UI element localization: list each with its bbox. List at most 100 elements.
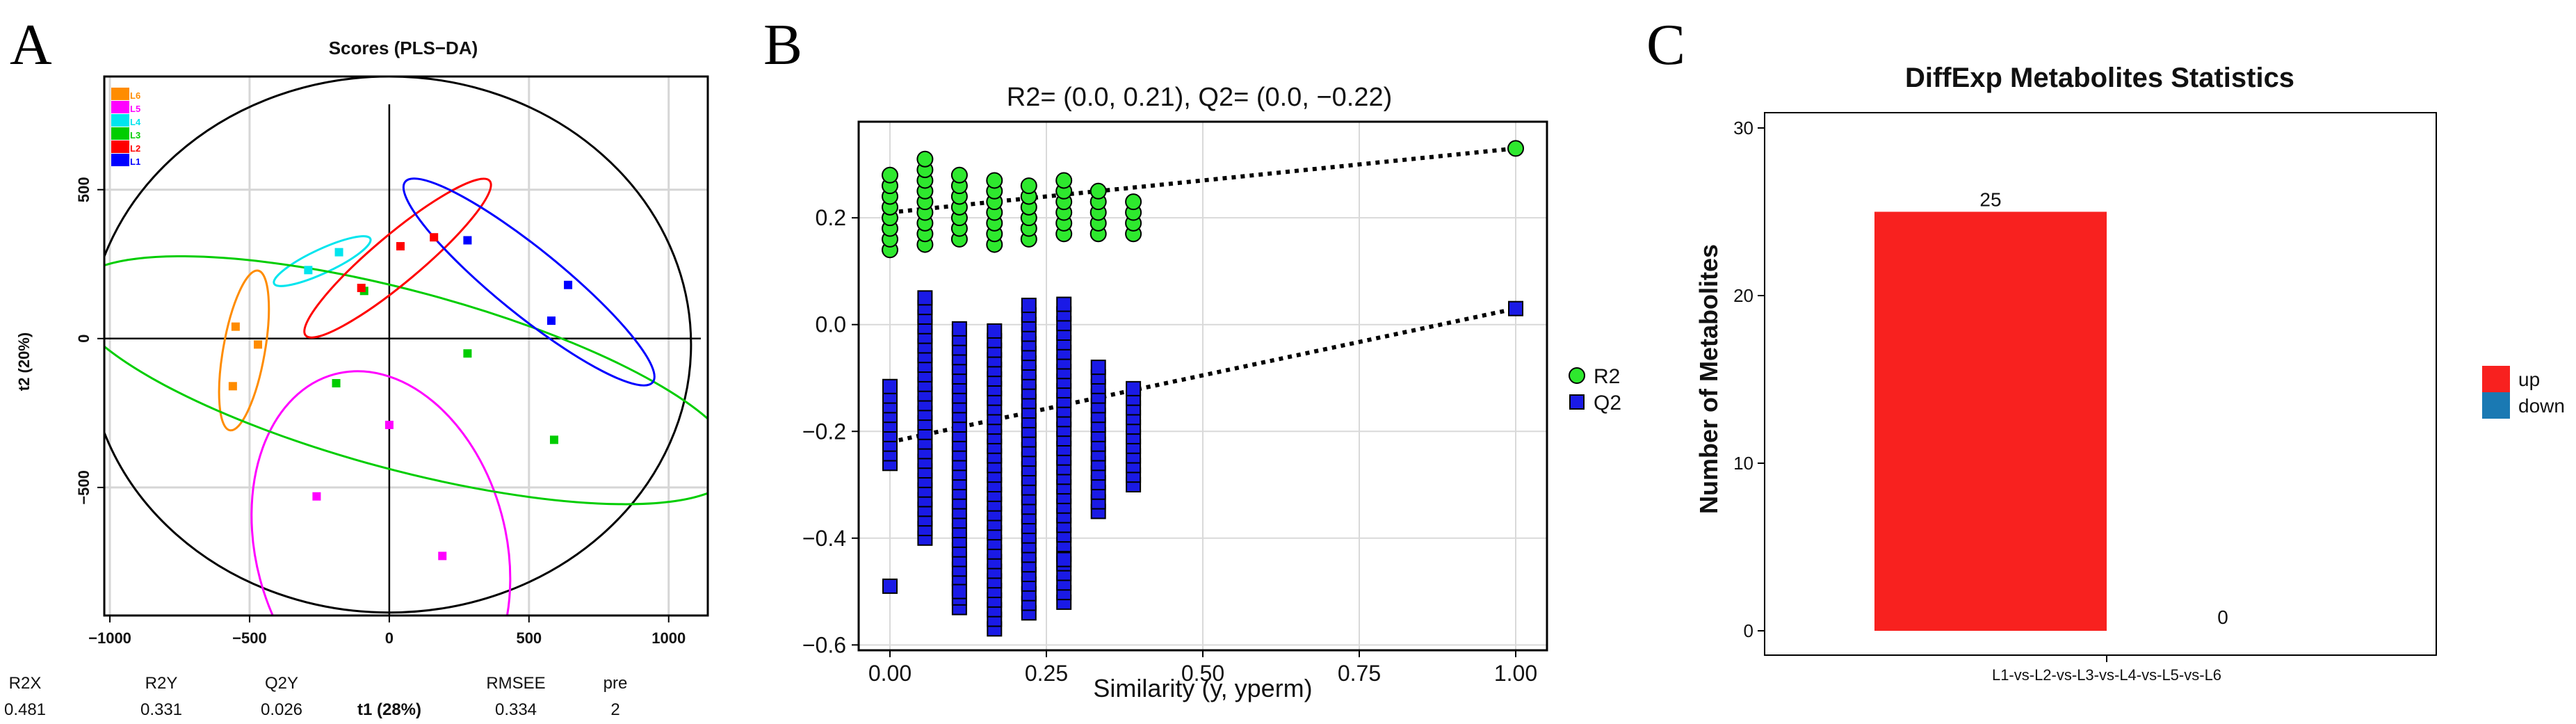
score-point-l3 bbox=[463, 349, 472, 358]
legend-label-l1: L1 bbox=[130, 156, 140, 167]
fit-line-q2 bbox=[889, 306, 1516, 444]
panel-label-a: A bbox=[10, 13, 52, 77]
perm-point-r2 bbox=[986, 172, 1003, 189]
score-point-l2 bbox=[430, 233, 439, 242]
panel-b-title: R2= (0.0, 0.21), Q2= (0.0, −0.22) bbox=[1007, 83, 1393, 112]
score-point-l1 bbox=[463, 236, 472, 245]
panel-a-grid bbox=[104, 77, 708, 616]
panel-c-ylabel: Number of Metabolites bbox=[1694, 244, 1723, 514]
x-tick-label: 1.00 bbox=[1494, 661, 1537, 686]
legend-label-l4: L4 bbox=[130, 117, 141, 127]
stats-value: 2 bbox=[610, 700, 619, 719]
score-point-l3 bbox=[549, 435, 558, 444]
score-point-l1 bbox=[546, 316, 556, 325]
pls-da-score-plot: Scores (PLS−DA) −1000 −500 0 500 1000 −500 0 50… bbox=[4, 38, 709, 719]
y-tick-label: −0.4 bbox=[802, 526, 846, 551]
stats-header: R2X bbox=[9, 674, 42, 693]
panel-a-ylabel: t2 (20%) bbox=[15, 332, 33, 391]
x-tick-label: 0.00 bbox=[868, 661, 912, 686]
diffexp-bar-chart: DiffExp Metabolites Statistics 25 0 0 10 20… bbox=[1694, 63, 2565, 684]
y-tick-label: 10 bbox=[1733, 453, 1753, 474]
group-ellipse-l2 bbox=[303, 177, 492, 339]
y-tick-label: 0.0 bbox=[816, 312, 846, 337]
panel-label-b: B bbox=[763, 13, 802, 77]
score-point-l2 bbox=[357, 284, 366, 293]
panel-a-frame bbox=[103, 75, 709, 617]
stats-value: 0.026 bbox=[261, 700, 302, 719]
panel-a-legend: L6 L5 L4 L3 L2 L1 bbox=[111, 88, 141, 167]
x-tick-label: −500 bbox=[232, 629, 267, 647]
panel-label-c: C bbox=[1646, 13, 1685, 77]
panel-c-title: DiffExp Metabolites Statistics bbox=[1905, 63, 2294, 93]
hotelling-t2-ellipse bbox=[104, 77, 692, 614]
score-point-l4 bbox=[334, 248, 343, 257]
y-tick-label: 0 bbox=[1744, 620, 1753, 641]
perm-point-q2 bbox=[1056, 552, 1072, 568]
y-tick-label: −500 bbox=[75, 470, 92, 505]
panel-b-xlabel: Similarity (y, yperm) bbox=[1093, 674, 1312, 702]
perm-point-q2 bbox=[987, 323, 1003, 339]
group-ellipse-l1 bbox=[402, 177, 656, 387]
stats-value: 0.334 bbox=[495, 700, 537, 719]
legend-marker-q2 bbox=[1569, 394, 1585, 410]
perm-point-q2 bbox=[1126, 380, 1142, 396]
perm-point-q2 bbox=[882, 578, 898, 594]
panel-b-axes: 0.00 0.25 0.50 0.75 1.00 −0.6 −0.4 −0.2 0.0 0.2 bbox=[802, 205, 1537, 686]
perm-point-r2 bbox=[916, 150, 934, 168]
actual-point-q2 bbox=[1508, 300, 1523, 316]
legend-marker-r2 bbox=[1569, 367, 1585, 384]
y-tick-label: −0.6 bbox=[802, 632, 846, 657]
bar-label-up: 25 bbox=[1979, 189, 2001, 211]
stats-header: RMSEE bbox=[486, 674, 545, 693]
panel-c-frame bbox=[1764, 112, 2437, 656]
legend-swatch-l1 bbox=[111, 154, 129, 166]
panel-a-stats-table: R2X 0.481 R2Y 0.331 Q2Y 0.026 t1 (28%) RMSEE 0.3… bbox=[4, 674, 627, 719]
score-point-l2 bbox=[396, 242, 405, 251]
x-tick-label: L1-vs-L2-vs-L3-vs-L4-vs-L5-vs-L6 bbox=[1992, 666, 2221, 684]
y-tick-label: 0 bbox=[75, 335, 92, 343]
x-tick-label: 500 bbox=[516, 629, 542, 647]
legend-swatch-l3 bbox=[111, 127, 129, 140]
stats-header: R2Y bbox=[145, 674, 178, 693]
legend-label-l2: L2 bbox=[130, 143, 140, 154]
stats-value: 0.331 bbox=[140, 700, 182, 719]
stats-value: 0.481 bbox=[4, 700, 46, 719]
perm-point-r2 bbox=[1055, 172, 1073, 189]
legend-label-up: up bbox=[2518, 369, 2540, 390]
perm-point-q2 bbox=[1021, 298, 1037, 314]
perm-point-q2 bbox=[882, 378, 898, 394]
legend-label-q2: Q2 bbox=[1594, 392, 1621, 415]
score-point-l6 bbox=[254, 340, 263, 349]
x-tick-label: −1000 bbox=[88, 629, 131, 647]
legend-swatch-l2 bbox=[111, 140, 129, 153]
actual-point-r2 bbox=[1507, 140, 1524, 157]
perm-point-r2 bbox=[1089, 182, 1107, 200]
panel-b-points bbox=[882, 140, 1524, 637]
legend-label-l6: L6 bbox=[130, 90, 140, 101]
score-point-l6 bbox=[228, 382, 237, 391]
panel-b-fit-lines bbox=[889, 146, 1516, 444]
group-ellipse-l5 bbox=[250, 370, 512, 616]
y-tick-label: 30 bbox=[1733, 118, 1753, 138]
perm-point-r2 bbox=[1125, 193, 1142, 211]
x-tick-label: 0.50 bbox=[1181, 661, 1224, 686]
perm-point-r2 bbox=[950, 166, 968, 184]
x-tick-label: 0.25 bbox=[1025, 661, 1068, 686]
x-tick-label: 0 bbox=[385, 629, 394, 647]
score-point-l5 bbox=[312, 492, 321, 501]
bar-label-down: 0 bbox=[2217, 606, 2228, 628]
y-tick-label: 20 bbox=[1733, 285, 1753, 306]
score-point-l1 bbox=[564, 280, 573, 289]
panel-c-axes: 0 10 20 30 L1-vs-L2-vs-L3-vs-L4-vs-L5-vs-L6 bbox=[1733, 118, 2221, 684]
panel-c-bars: 25 0 bbox=[1874, 189, 2228, 631]
y-tick-label: 0.2 bbox=[816, 205, 846, 230]
bar-up bbox=[1874, 211, 2107, 631]
legend-swatch-up bbox=[2482, 366, 2510, 392]
stats-header: Q2Y bbox=[265, 674, 298, 693]
score-point-l4 bbox=[304, 266, 313, 275]
x-tick-label: 1000 bbox=[651, 629, 686, 647]
legend-swatch-l4 bbox=[111, 114, 129, 127]
panel-a-xlabel: t1 (28%) bbox=[357, 700, 421, 719]
legend-swatch-l6 bbox=[111, 88, 129, 100]
